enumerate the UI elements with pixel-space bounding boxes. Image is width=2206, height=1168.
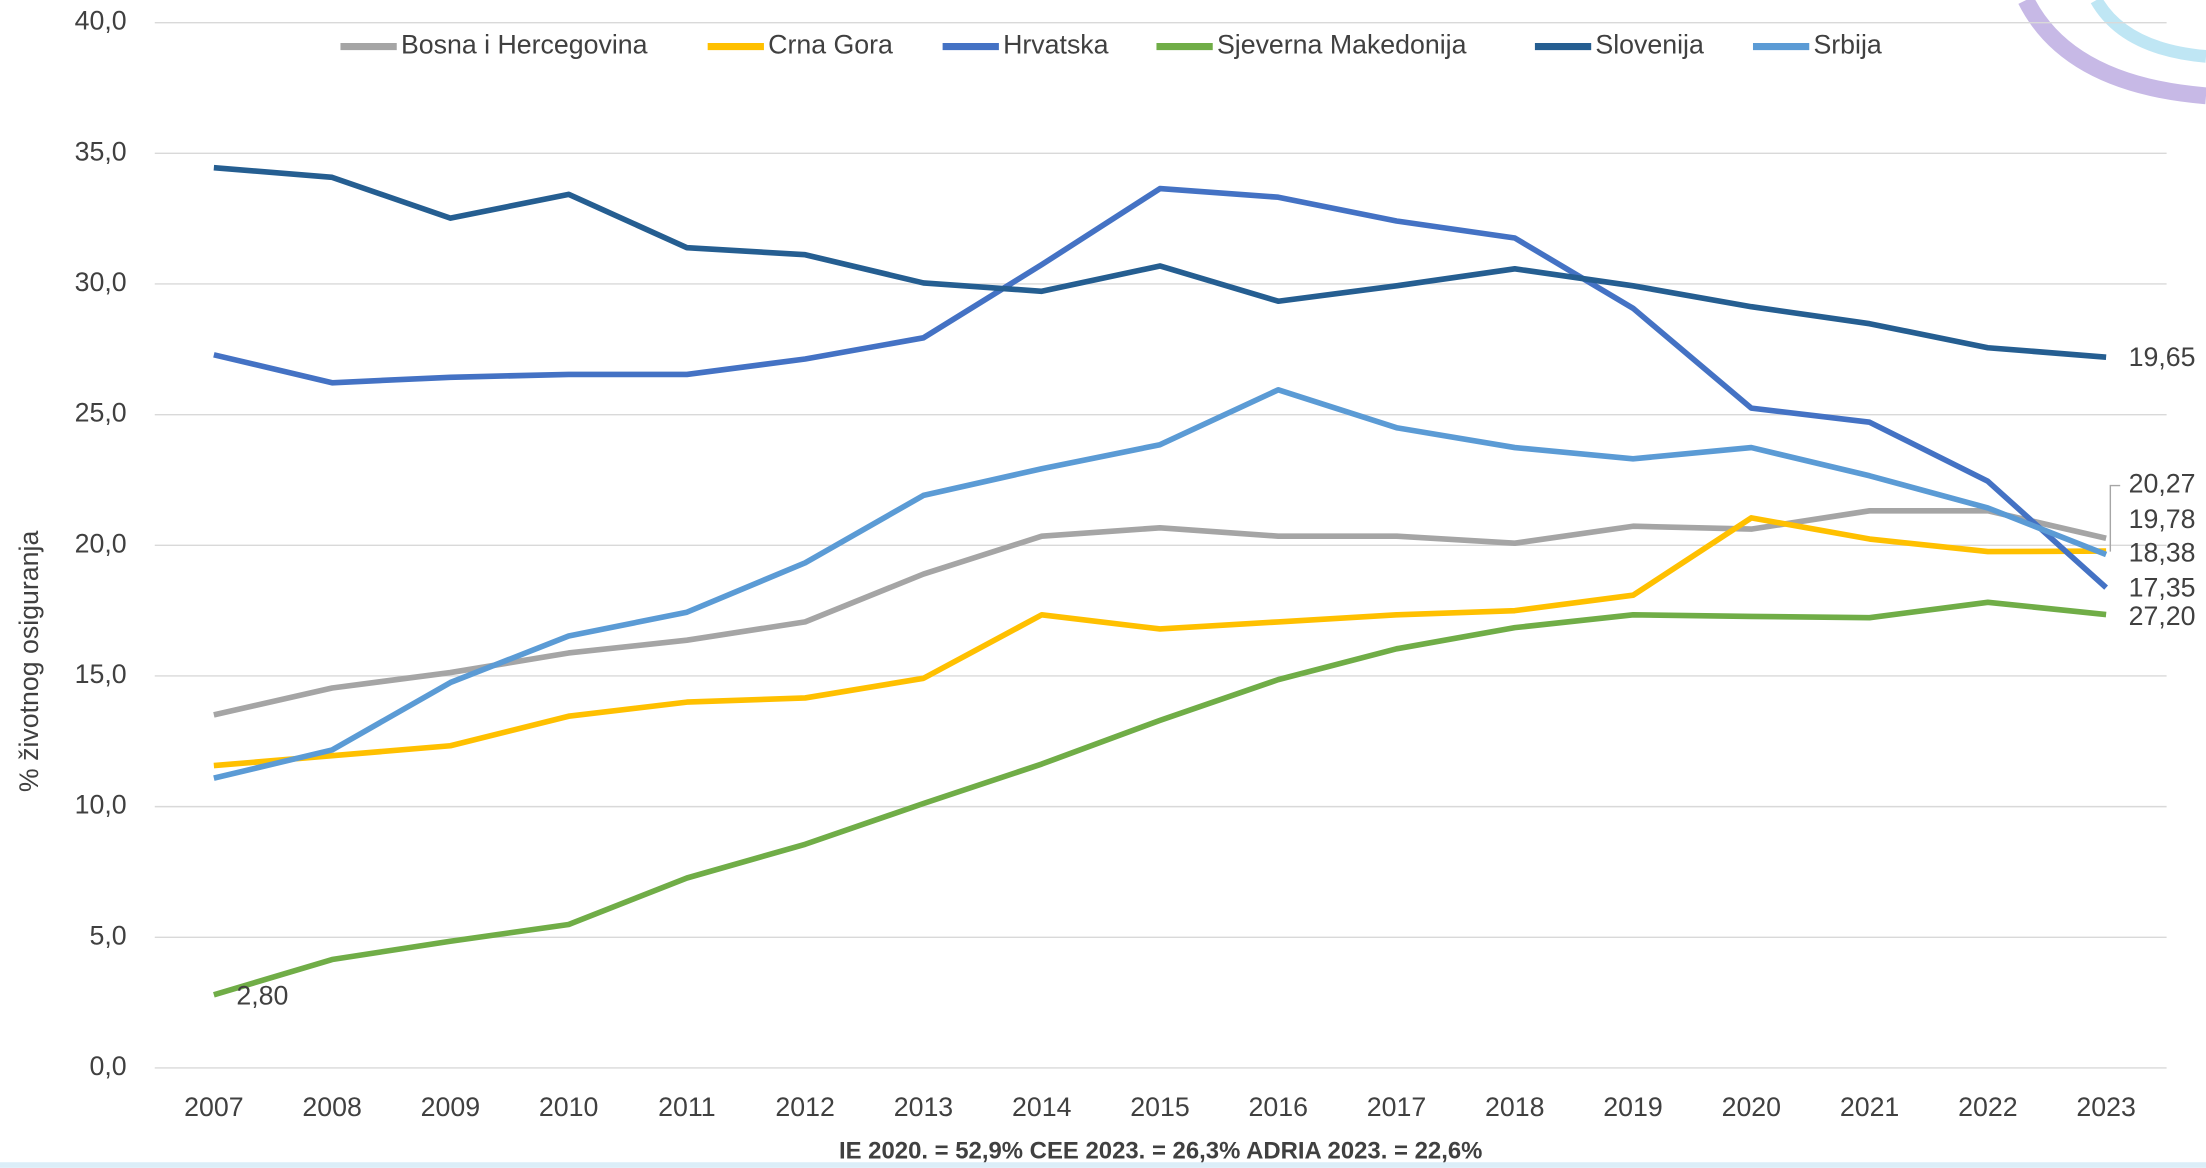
- x-tick-label: 2017: [1367, 1092, 1426, 1122]
- data-label: 2,80: [236, 981, 288, 1011]
- y-tick-label: 20,0: [75, 528, 127, 558]
- legend-label: Sjeverna Makedonija: [1217, 30, 1467, 60]
- x-tick-label: 2013: [894, 1092, 953, 1122]
- x-tick-label: 2008: [302, 1092, 361, 1122]
- x-tick-label: 2023: [2076, 1092, 2135, 1122]
- y-tick-label: 25,0: [75, 398, 127, 428]
- legend-label: Slovenija: [1595, 30, 1704, 60]
- decor-arc: [2096, 0, 2206, 56]
- x-tick-label: 2012: [775, 1092, 834, 1122]
- y-axis-label: % životnog osiguranja: [14, 531, 44, 793]
- series-line: [214, 518, 2106, 766]
- y-tick-label: 15,0: [75, 659, 127, 689]
- data-label: 27,20: [2129, 601, 2196, 631]
- x-tick-label: 2018: [1485, 1092, 1544, 1122]
- x-tick-label: 2011: [658, 1092, 715, 1122]
- data-label: 20,27: [2129, 469, 2196, 499]
- label-leader: [2110, 486, 2120, 552]
- legend-label: Srbija: [1813, 30, 1881, 60]
- data-label: 19,65: [2129, 342, 2196, 372]
- series-line: [214, 168, 2106, 357]
- data-label: 19,78: [2129, 504, 2196, 534]
- note: IE 2020. = 52,9% CEE 2023. = 26,3% ADRIA…: [839, 1138, 1482, 1165]
- x-tick-label: 2007: [184, 1092, 243, 1122]
- series-line: [214, 511, 2106, 715]
- y-tick-label: 30,0: [75, 267, 127, 297]
- x-tick-label: 2021: [1840, 1092, 1899, 1122]
- x-tick-label: 2010: [539, 1092, 598, 1122]
- y-tick-label: 40,0: [75, 6, 127, 36]
- legend-label: Hrvatska: [1003, 30, 1109, 60]
- y-tick-label: 0,0: [89, 1051, 126, 1081]
- y-tick-label: 35,0: [75, 136, 127, 166]
- y-tick-label: 10,0: [75, 790, 127, 820]
- x-tick-label: 2009: [421, 1092, 480, 1122]
- legend-label: Crna Gora: [768, 30, 893, 60]
- x-tick-label: 2014: [1012, 1092, 1072, 1122]
- x-tick-label: 2022: [1958, 1092, 2017, 1122]
- data-label: 17,35: [2129, 573, 2196, 603]
- chart: % životnog osiguranja IE 2020. = 52,9% C…: [0, 0, 2206, 1168]
- y-tick-label: 5,0: [89, 920, 126, 950]
- x-tick-label: 2020: [1722, 1092, 1781, 1122]
- x-tick-label: 2015: [1130, 1092, 1189, 1122]
- x-tick-label: 2016: [1249, 1092, 1308, 1122]
- x-tick-label: 2019: [1603, 1092, 1662, 1122]
- data-label: 18,38: [2129, 538, 2196, 568]
- legend-label: Bosna i Hercegovina: [401, 30, 648, 60]
